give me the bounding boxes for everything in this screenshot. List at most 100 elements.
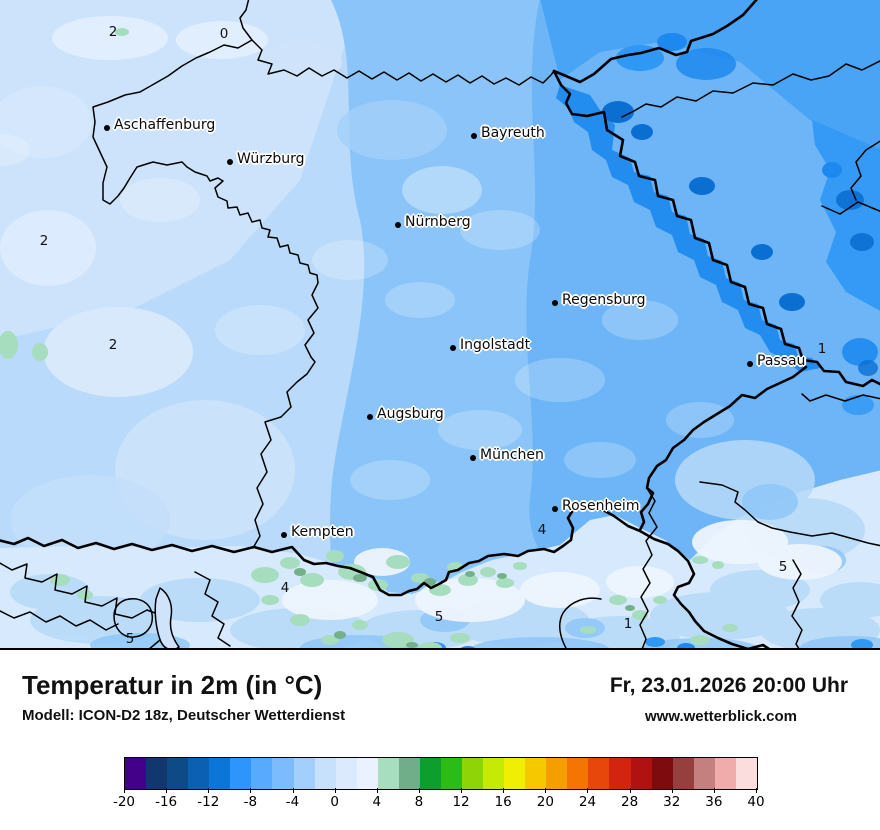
colorbar-segment xyxy=(335,758,357,789)
national-borders xyxy=(0,0,880,650)
green-patches xyxy=(0,28,738,650)
city-dot-icon xyxy=(552,300,558,306)
city-label: Regensburg xyxy=(562,292,646,308)
border-austria-inn xyxy=(638,365,808,532)
map-footer: Temperatur in 2m (in °C) Modell: ICON-D2… xyxy=(0,650,880,830)
colorbar-segment xyxy=(546,758,568,789)
border-austria-inner-5 xyxy=(559,597,602,650)
colorbar-tick-label: 36 xyxy=(705,794,723,810)
colorbar-segment xyxy=(588,758,610,789)
city-label: Aschaffenburg xyxy=(114,117,216,133)
colorbar-tickmark xyxy=(671,788,673,793)
colorbar-segment xyxy=(209,758,231,789)
colorbar-segment xyxy=(251,758,273,789)
light-mottling xyxy=(0,134,734,500)
temperature-value-label: 2 xyxy=(108,337,118,353)
temperature-value-label: 2 xyxy=(108,24,118,40)
temperature-value-label: 5 xyxy=(434,609,444,625)
border-austria-inner-1 xyxy=(639,489,658,650)
city-label: Ingolstadt xyxy=(460,337,531,353)
colorbar-segment xyxy=(398,758,420,789)
colorbar-tickmark xyxy=(250,788,252,793)
colorbar-segment xyxy=(714,758,736,789)
map-svg xyxy=(0,0,880,650)
colorbar-tick-label: 32 xyxy=(663,794,681,810)
colorbar-segment xyxy=(630,758,652,789)
border-czech-north xyxy=(552,0,758,84)
strip-highlights xyxy=(282,520,842,622)
lake-bodensee xyxy=(154,587,180,650)
city-dot-icon xyxy=(552,506,558,512)
colorbar-tickmark xyxy=(418,788,420,793)
colorbar-tickmark xyxy=(713,788,715,793)
border-bavaria-north xyxy=(251,39,555,86)
website-label: www.wetterblick.com xyxy=(645,708,797,725)
city-dot-icon xyxy=(747,361,753,367)
colorbar-tick-label: 4 xyxy=(372,794,382,810)
colorbar-segment xyxy=(651,758,673,789)
border-bavaria-west xyxy=(92,0,319,549)
colorbar-tick-label: 20 xyxy=(536,794,554,810)
city-label: Bayreuth xyxy=(481,125,545,141)
border-southwest-3 xyxy=(194,571,231,647)
colorbar-segment xyxy=(483,758,505,789)
colorbar-tick-label: 12 xyxy=(452,794,470,810)
city-label: Rosenheim xyxy=(562,498,640,514)
temperature-map: Aschaffenburg Würzburg Bayreuth Nürnberg Reg… xyxy=(0,0,880,650)
colorbar-segment xyxy=(567,758,589,789)
colorbar-segment xyxy=(377,758,399,789)
colorbar-segment xyxy=(735,758,757,789)
colorbar-segment xyxy=(440,758,462,789)
border-czech-inner-2 xyxy=(850,140,880,201)
temperature-value-label: 1 xyxy=(623,616,633,632)
page-title: Temperatur in 2m (in °C) xyxy=(22,670,323,700)
temperature-value-label: 0 xyxy=(219,26,229,42)
city-label: Nürnberg xyxy=(405,214,471,230)
city-label: Passau xyxy=(757,353,806,369)
temperature-value-label: 4 xyxy=(537,522,547,538)
city-label: Würzburg xyxy=(237,151,305,167)
state-borders xyxy=(0,0,880,650)
border-austria-inner-4 xyxy=(699,481,880,547)
city-dot-icon xyxy=(450,345,456,351)
city-label: München xyxy=(480,447,544,463)
border-austria-inner-2 xyxy=(791,559,803,650)
colorbar-tickmark xyxy=(756,788,757,793)
colorbar-segment xyxy=(609,758,631,789)
city-dot-icon xyxy=(104,125,110,131)
colorbar-tickmark xyxy=(208,788,210,793)
colorbar-tick-label: 0 xyxy=(330,794,339,810)
colorbar-tick-label: -16 xyxy=(155,794,178,810)
border-southwest-2 xyxy=(0,610,119,631)
colorbar-segment xyxy=(419,758,441,789)
city-dot-icon xyxy=(227,159,233,165)
colorbar-tickmark xyxy=(503,788,505,793)
colorbar-segment xyxy=(314,758,336,789)
temperature-field xyxy=(0,0,880,650)
colorbar-tick-label: 28 xyxy=(621,794,639,810)
colorbar-tick-label: 16 xyxy=(494,794,512,810)
colorbar-tickmark xyxy=(292,788,294,793)
colorbar-tick-label: 40 xyxy=(747,794,765,810)
city-dot-icon xyxy=(281,532,287,538)
border-czech-inner-3 xyxy=(821,201,880,215)
colorbar-segment xyxy=(125,758,147,789)
city-label: Kempten xyxy=(291,524,354,540)
colorbar-segment xyxy=(167,758,189,789)
colorbar-segment xyxy=(462,758,484,789)
colorbar-segment xyxy=(672,758,694,789)
temperature-value-label: 5 xyxy=(125,631,135,647)
colorbar-segment xyxy=(293,758,315,789)
city-label: Augsburg xyxy=(377,406,444,422)
model-subtitle: Modell: ICON-D2 18z, Deutscher Wetterdie… xyxy=(22,707,346,724)
colorbar-tick-label: -12 xyxy=(197,794,220,810)
city-dot-icon xyxy=(395,222,401,228)
colorbar-tick-label: -8 xyxy=(243,794,258,810)
colorbar-segment xyxy=(272,758,294,789)
temperature-value-label: 1 xyxy=(817,341,827,357)
border-southwest-4 xyxy=(113,598,154,638)
temperature-colorbar xyxy=(124,757,758,790)
temperature-value-label: 2 xyxy=(39,233,49,249)
colorbar-tickmark xyxy=(461,788,463,793)
city-dot-icon xyxy=(471,133,477,139)
